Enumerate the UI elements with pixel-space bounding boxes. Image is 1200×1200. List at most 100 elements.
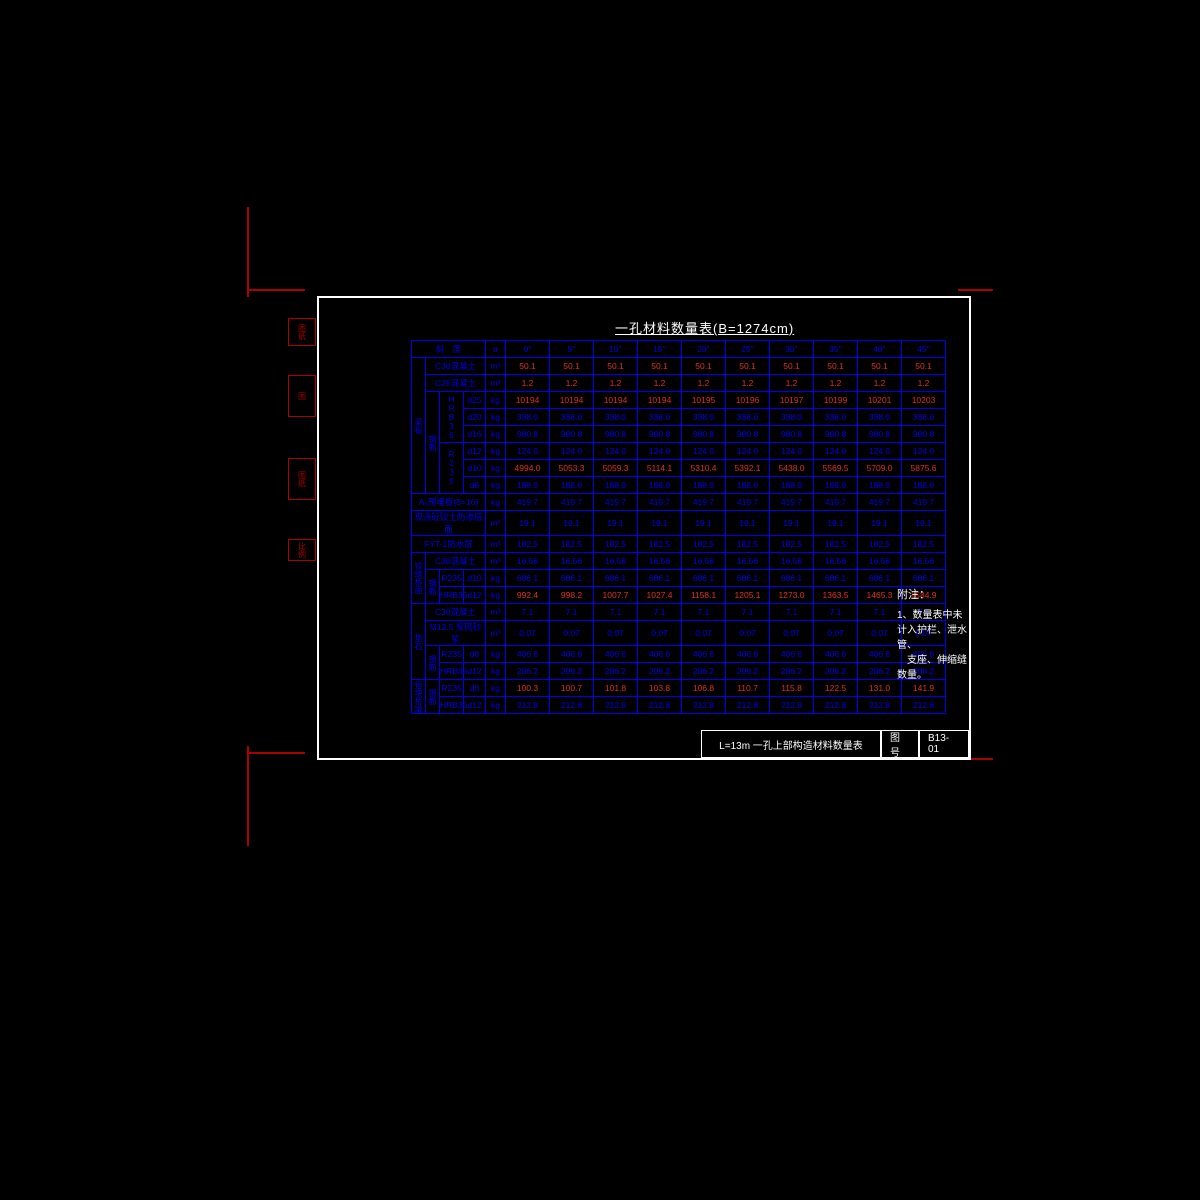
left-label-box-3: 比例 (288, 539, 316, 561)
unit-cell: kg (486, 409, 506, 426)
group-steel: 钢筋 (426, 570, 440, 604)
data-cell: 50.1 (506, 358, 550, 375)
data-cell: 5392.1 (726, 460, 770, 477)
header-angle: 35° (814, 341, 858, 358)
data-cell: 686.1 (506, 570, 550, 587)
data-cell: 212.8 (902, 697, 946, 714)
data-cell: 1158.1 (682, 587, 726, 604)
diameter-cell: d16 (464, 426, 486, 443)
row-label: C30混凝土 (426, 604, 486, 621)
data-cell: 206.2 (682, 663, 726, 680)
group-steel: 钢筋 (426, 680, 440, 714)
data-cell: 1.2 (594, 375, 638, 392)
notes-header: 附注： (897, 587, 969, 604)
data-cell: 50.1 (550, 358, 594, 375)
drawing-title-cell: L=13m 一孔上部构造材料数量表 (701, 730, 881, 758)
left-label-box-1: 图 (288, 375, 316, 417)
data-cell: 182.5 (858, 536, 902, 553)
data-cell: 338.0 (726, 409, 770, 426)
diameter-cell: d20 (464, 409, 486, 426)
data-cell: 406.6 (638, 646, 682, 663)
unit-cell: m³ (486, 604, 506, 621)
data-cell: 419.7 (550, 494, 594, 511)
data-cell: 998.2 (550, 587, 594, 604)
unit-cell: m² (486, 536, 506, 553)
diameter-cell: d8 (464, 680, 486, 697)
reg-mark-bl-h (247, 752, 305, 754)
data-cell: 124.0 (858, 443, 902, 460)
diameter-cell: d12 (464, 443, 486, 460)
reg-mark-tr-h (958, 289, 993, 291)
data-cell: 686.1 (814, 570, 858, 587)
header-angle: 25° (726, 341, 770, 358)
data-cell: 182.5 (550, 536, 594, 553)
data-cell: 50.1 (902, 358, 946, 375)
data-cell: 686.1 (726, 570, 770, 587)
data-cell: 188.0 (814, 477, 858, 494)
row-label: A₃预埋板(δ=16) (412, 494, 486, 511)
data-cell: 19.1 (682, 511, 726, 536)
diameter-cell: d8 (464, 646, 486, 663)
notes-line-2: 支座、伸缩缝数量。 (897, 653, 969, 683)
data-cell: 124.0 (506, 443, 550, 460)
data-cell: 980.8 (506, 426, 550, 443)
data-cell: 16.56 (506, 553, 550, 570)
reg-mark-tl-h (247, 289, 305, 291)
data-cell: 338.0 (638, 409, 682, 426)
data-cell: 10196 (726, 392, 770, 409)
data-cell: 5059.3 (594, 460, 638, 477)
data-cell: 5310.4 (682, 460, 726, 477)
data-cell: 419.7 (638, 494, 682, 511)
data-cell: 19.1 (770, 511, 814, 536)
data-cell: 1.2 (682, 375, 726, 392)
data-cell: 19.1 (638, 511, 682, 536)
data-cell: 16.56 (858, 553, 902, 570)
data-cell: 980.8 (682, 426, 726, 443)
data-cell: 124.0 (902, 443, 946, 460)
data-cell: 16.56 (902, 553, 946, 570)
data-cell: 182.5 (594, 536, 638, 553)
steel-category: R235 (440, 443, 464, 494)
data-cell: 122.5 (814, 680, 858, 697)
data-cell: 182.5 (770, 536, 814, 553)
data-cell: 16.56 (682, 553, 726, 570)
data-cell: 182.5 (814, 536, 858, 553)
data-cell: 16.56 (726, 553, 770, 570)
header-unit: α (486, 341, 506, 358)
data-cell: 19.1 (814, 511, 858, 536)
left-label-box-0: 图纸 (288, 318, 316, 346)
header-angle: 0° (506, 341, 550, 358)
data-cell: 1.2 (550, 375, 594, 392)
data-cell: 103.8 (638, 680, 682, 697)
unit-cell: kg (486, 570, 506, 587)
material-quantity-table: 斜 度α0°5°10°15°20°25°30°35°40°45°梁板C30混凝土… (411, 340, 946, 714)
unit-cell: kg (486, 680, 506, 697)
group-block: 挡块桥墩 (412, 680, 426, 714)
data-cell: 7.1 (594, 604, 638, 621)
unit-cell: m² (486, 511, 506, 536)
group-steel: 钢筋 (426, 392, 440, 494)
data-cell: 0.07 (726, 621, 770, 646)
data-cell: 124.0 (770, 443, 814, 460)
data-cell: 50.1 (770, 358, 814, 375)
data-cell: 406.6 (814, 646, 858, 663)
unit-cell: kg (486, 663, 506, 680)
data-cell: 338.0 (814, 409, 858, 426)
data-cell: 182.5 (726, 536, 770, 553)
data-cell: 980.8 (902, 426, 946, 443)
data-cell: 419.7 (902, 494, 946, 511)
data-cell: 7.1 (506, 604, 550, 621)
row-label: C30混凝土 (426, 553, 486, 570)
data-cell: 212.8 (682, 697, 726, 714)
data-cell: 16.56 (550, 553, 594, 570)
row-label: C30混凝土 (426, 358, 486, 375)
data-cell: 212.8 (814, 697, 858, 714)
data-cell: 686.1 (550, 570, 594, 587)
data-cell: 7.1 (638, 604, 682, 621)
data-cell: 19.1 (858, 511, 902, 536)
data-cell: 188.0 (506, 477, 550, 494)
data-cell: 10201 (858, 392, 902, 409)
data-cell: 1465.3 (858, 587, 902, 604)
data-cell: 1.2 (506, 375, 550, 392)
data-cell: 100.3 (506, 680, 550, 697)
